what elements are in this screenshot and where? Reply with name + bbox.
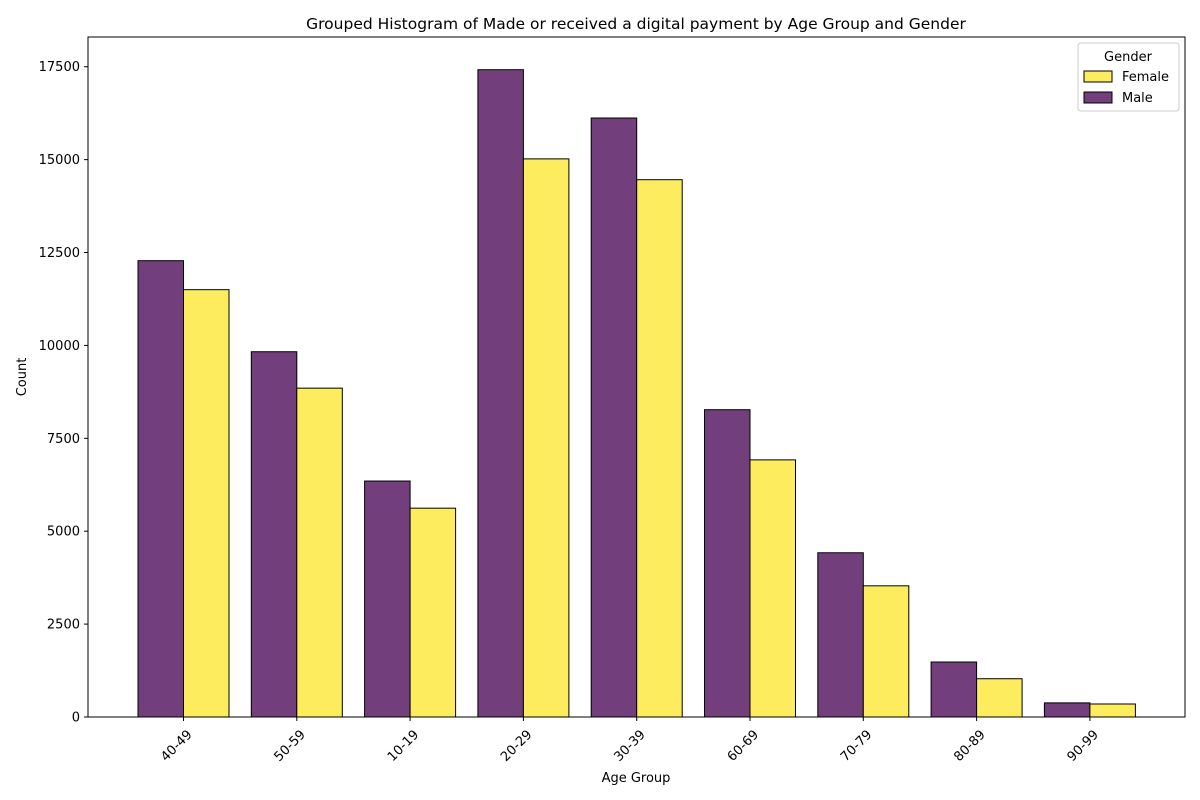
legend-label-female: Female (1122, 70, 1169, 85)
bar-male-60-69 (704, 409, 751, 718)
y-axis-ticks: 0 2500 5000 7500 10000 12500 15000 17500 (39, 60, 88, 726)
y-tick-label: 5000 (47, 525, 80, 540)
bar-male-80-89 (930, 661, 978, 718)
x-tick-label: 50-59 (272, 727, 309, 764)
x-axis-ticks: 40-49 50-59 10-19 20-29 30-39 60-69 70-79 80-89… (158, 717, 1102, 765)
y-tick-label: 17500 (39, 60, 80, 75)
bar-female-80-89 (976, 678, 1023, 718)
x-tick-label: 70-79 (838, 727, 875, 764)
x-tick-label: 10-19 (385, 727, 422, 764)
bar-male-70-79 (817, 552, 864, 718)
plot-frame (87, 36, 1186, 718)
bar-male-50-59 (250, 351, 298, 718)
legend: Gender Female Male (1077, 42, 1180, 112)
bar-male-10-19 (364, 480, 411, 718)
bar-female-60-69 (749, 459, 796, 718)
y-axis-label: Count (15, 358, 30, 397)
bar-female-50-59 (296, 387, 343, 718)
chart-title: Grouped Histogram of Made or received a … (306, 15, 966, 33)
x-tick-label: 60-69 (725, 727, 762, 764)
y-tick-label: 10000 (39, 339, 80, 354)
bar-male-90-99 (1043, 702, 1091, 718)
bar-male-40-49 (137, 260, 184, 718)
legend-title: Gender (1104, 50, 1153, 65)
x-tick-label: 40-49 (158, 727, 195, 764)
bar-female-20-29 (522, 158, 570, 718)
y-tick-label: 12500 (39, 246, 80, 261)
bar-female-40-49 (183, 289, 230, 718)
bars-layer (137, 69, 1136, 718)
y-tick-label: 15000 (39, 153, 80, 168)
bar-male-20-29 (477, 69, 524, 718)
x-tick-label: 80-89 (951, 727, 988, 764)
y-tick-label: 7500 (47, 432, 80, 447)
bar-female-30-39 (636, 179, 683, 718)
legend-swatch-male (1083, 91, 1113, 104)
x-axis-label: Age Group (602, 771, 671, 786)
x-tick-label: 20-29 (498, 727, 535, 764)
legend-swatch-female (1083, 70, 1113, 83)
bar-female-90-99 (1089, 703, 1136, 718)
legend-label-male: Male (1122, 91, 1153, 106)
y-tick-label: 2500 (47, 618, 80, 633)
y-tick-label: 0 (72, 711, 80, 726)
x-tick-label: 30-39 (611, 727, 648, 764)
bar-female-10-19 (409, 507, 457, 718)
x-tick-label: 90-99 (1065, 727, 1102, 764)
bar-female-70-79 (862, 585, 910, 718)
bar-male-30-39 (590, 117, 638, 718)
